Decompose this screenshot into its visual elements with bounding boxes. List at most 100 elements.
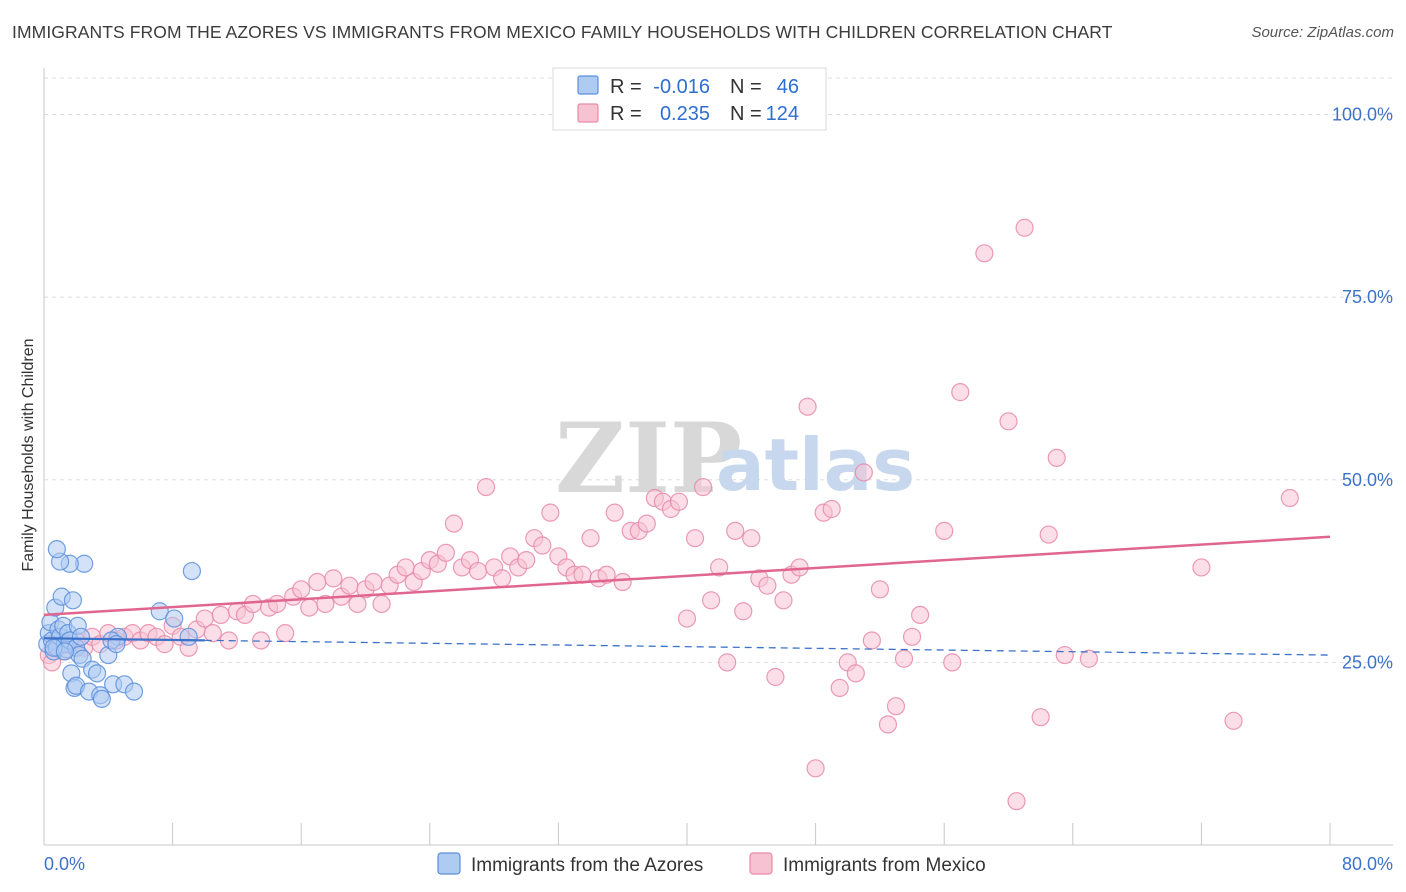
mexico-point — [203, 624, 222, 643]
mexico-point — [211, 605, 230, 625]
legend-r-label-mexico: R = — [610, 103, 642, 125]
mexico-point — [935, 521, 954, 540]
azores-point — [92, 689, 111, 709]
mexico-point — [886, 697, 906, 716]
mexico-point — [999, 412, 1018, 431]
mexico-point — [372, 594, 391, 614]
mexico-point — [613, 572, 632, 592]
mexico-point — [243, 594, 263, 614]
legend-swatch-azores — [577, 75, 599, 95]
mexico-point — [533, 536, 552, 555]
mexico-point — [846, 664, 865, 683]
mexico-point — [1224, 711, 1243, 730]
mexico-point — [1192, 558, 1211, 577]
legend-r-label-azores: R = — [610, 76, 642, 98]
mexico-point — [758, 576, 777, 595]
mexico-point — [702, 591, 721, 610]
mexico-point — [951, 383, 970, 402]
azores-point — [165, 609, 184, 628]
legend-r-value-azores: -0.016 — [653, 76, 710, 98]
source-credit: Source: ZipAtlas.com — [1251, 24, 1394, 41]
mexico-point — [300, 598, 319, 617]
bottom-legend-label-azores: Immigrants from the Azores — [471, 855, 703, 876]
azores-points — [38, 540, 201, 709]
mexico-point — [316, 594, 335, 614]
mexico-point — [517, 551, 536, 570]
watermark: ZIP atlas — [555, 402, 915, 515]
azores-trend-line-solid — [43, 637, 205, 642]
mexico-point — [1031, 708, 1050, 727]
mexico-point — [1015, 218, 1034, 237]
mexico-point — [975, 244, 994, 263]
mexico-point — [476, 477, 496, 497]
mexico-point — [798, 397, 817, 416]
azores-trend-line-dashed — [204, 639, 1331, 656]
azores-point — [63, 591, 83, 610]
y-tick-label: 100.0% — [1332, 105, 1393, 125]
y-tick-label: 50.0% — [1342, 470, 1393, 490]
mexico-trend-line — [43, 535, 1331, 617]
mexico-point — [822, 499, 841, 519]
mexico-point — [1280, 488, 1299, 508]
mexico-point — [541, 503, 560, 522]
mexico-point — [902, 627, 922, 646]
azores-point — [87, 664, 107, 683]
bottom-legend-swatch-mexico — [749, 852, 773, 875]
mexico-point — [742, 529, 761, 548]
mexico-point — [718, 653, 737, 672]
axes — [43, 68, 1393, 846]
mexico-point — [862, 631, 881, 650]
mexico-point — [493, 569, 512, 588]
mexico-point — [292, 580, 311, 599]
mexico-point — [766, 667, 785, 687]
mexico-point — [581, 529, 600, 548]
bottom-legend-label-mexico: Immigrants from Mexico — [783, 855, 986, 876]
chart-title: IMMIGRANTS FROM THE AZORES VS IMMIGRANTS… — [12, 22, 1113, 42]
mexico-point — [308, 572, 327, 592]
y-axis-label: Family Households with Children — [20, 339, 37, 572]
mexico-point — [878, 715, 898, 734]
y-tick-label: 25.0% — [1342, 652, 1393, 672]
mexico-point — [155, 635, 174, 654]
mexico-point — [1047, 448, 1066, 467]
mexico-point — [669, 492, 689, 511]
mexico-point — [340, 576, 359, 595]
x-tick-label: 0.0% — [44, 854, 85, 874]
mexico-point — [364, 572, 383, 592]
mexico-point — [677, 609, 697, 628]
mexico-point — [774, 591, 793, 610]
y-tick-labels: 25.0% 50.0% 75.0% 100.0% — [1332, 105, 1393, 673]
mexico-point — [710, 558, 729, 577]
azores-point — [182, 561, 201, 581]
mexico-point — [870, 580, 890, 599]
mexico-point — [693, 477, 713, 497]
mexico-point — [605, 503, 624, 522]
azores-point — [124, 682, 144, 701]
x-tick-labels: 0.0% 80.0% — [44, 854, 1393, 874]
series-legend: Immigrants from the Azores Immigrants fr… — [437, 852, 986, 876]
azores-point — [55, 642, 74, 661]
mexico-point — [734, 602, 753, 621]
bottom-legend-swatch-azores — [437, 852, 461, 875]
mexico-point — [597, 565, 616, 584]
x-tick-label: 80.0% — [1342, 854, 1393, 874]
mexico-point — [1007, 792, 1026, 811]
mexico-point — [1055, 645, 1074, 665]
mexico-point — [806, 759, 825, 778]
y-tick-label: 75.0% — [1342, 287, 1393, 307]
mexico-point — [1039, 525, 1058, 544]
mexico-point — [1079, 649, 1098, 668]
legend-n-value-azores: 46 — [777, 76, 799, 98]
azores-point — [47, 540, 66, 559]
correlation-legend: R = -0.016 N = 46 R = 0.235 N = 124 — [552, 67, 827, 131]
legend-n-label-azores: N = — [730, 76, 762, 98]
mexico-point — [685, 529, 705, 548]
mexico-point — [894, 649, 914, 668]
mexico-point — [276, 624, 295, 643]
mexico-points — [39, 218, 1299, 811]
mexico-point — [910, 605, 930, 625]
watermark-atlas-text: atlas — [716, 423, 915, 507]
trend-lines — [43, 535, 1331, 656]
mexico-point — [830, 678, 849, 698]
